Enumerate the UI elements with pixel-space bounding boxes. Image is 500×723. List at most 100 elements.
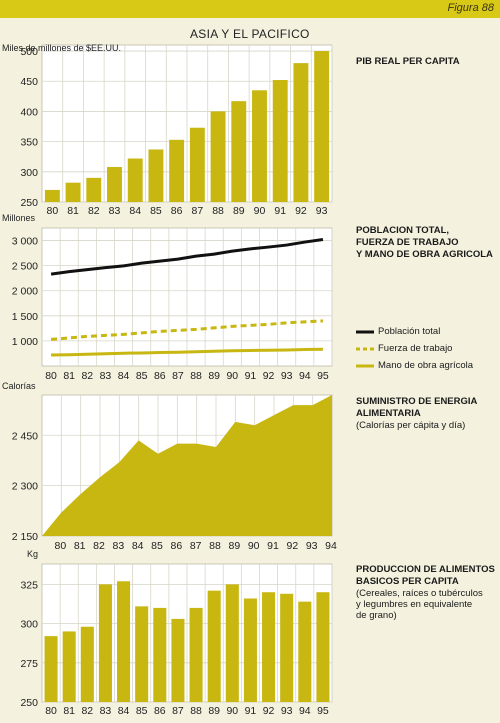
bar-gdp [127,158,143,202]
series-line-2 [51,347,323,357]
y-tick-label: 500 [20,46,38,58]
y-tick-label: 250 [20,197,38,209]
x-tick-label: 93 [281,705,293,717]
food-y-unit: Kg [27,549,39,559]
figure-label: Figura 88 [447,2,494,14]
bar-gdp [148,149,164,202]
x-tick-label: 80 [54,540,66,552]
x-tick-label: 83 [112,540,124,552]
legend-swatch-dashed-gold [356,347,374,351]
bar-gdp [107,166,122,202]
bar-gdp [169,139,185,202]
legend-swatch-solid-gold [356,364,374,368]
bar-food [262,592,276,702]
x-tick-label: 91 [274,205,286,217]
x-tick-label: 86 [154,705,166,717]
x-tick-label: 85 [136,370,148,382]
series-line-0 [50,238,324,276]
bar-gdp [293,63,309,202]
x-tick-label: 82 [81,370,93,382]
x-tick-label: 90 [226,370,238,382]
x-tick-label: 90 [254,205,266,217]
y-tick-label: 400 [20,106,38,118]
bar-gdp [189,127,205,202]
legend-label: Fuerza de trabajo [378,343,453,354]
x-tick-label: 93 [306,540,318,552]
x-tick-label: 82 [88,205,100,217]
x-tick-label: 84 [118,705,130,717]
bar-food [135,606,149,702]
y-tick-label: 2 500 [12,261,38,273]
bar-food [207,590,221,702]
header-bar: Figura 88 [0,0,500,18]
x-tick-label: 86 [171,205,183,217]
food-subtitle-line-3: de grano) [356,610,397,621]
legend-label: Mano de obra agrícola [378,360,474,371]
x-tick-label: 92 [295,205,307,217]
pop-title-line-1: POBLACION TOTAL, [356,225,450,236]
food-subtitle-line-1: (Cereales, raíces o tubérculos [356,588,483,599]
y-tick-label: 325 [20,579,38,591]
x-tick-label: 86 [170,540,182,552]
pop-y-unit: Millones [2,213,36,223]
pop-title-line-3: Y MANO DE OBRA AGRICOLA [356,249,493,260]
x-tick-label: 85 [151,540,163,552]
x-tick-label: 88 [212,205,224,217]
y-tick-label: 275 [20,658,38,670]
bar-food [225,584,239,702]
energy-area [42,395,332,536]
y-tick-label: 450 [20,76,38,88]
bar-food [316,592,330,702]
y-tick-label: 2 300 [12,481,38,493]
x-tick-label: 93 [316,205,328,217]
x-tick-label: 91 [245,370,257,382]
x-tick-label: 92 [263,370,275,382]
y-tick-label: 300 [20,167,38,179]
bar-gdp [210,111,226,202]
energy-subtitle: (Calorías per cápita y día) [356,420,466,431]
x-tick-label: 89 [233,205,245,217]
x-tick-label: 87 [192,205,204,217]
bar-gdp [86,177,102,202]
x-tick-label: 82 [93,540,105,552]
legend-label: Población total [378,326,441,337]
x-tick-label: 87 [190,540,202,552]
x-tick-label: 84 [118,370,130,382]
x-tick-label: 81 [67,205,79,217]
x-tick-label: 91 [245,705,257,717]
energy-title-line-1: SUMINISTRO DE ENERGIA [356,396,478,407]
food-title-line-2: BASICOS PER CAPITA [356,576,459,587]
y-tick-label: 3 000 [12,236,38,248]
x-tick-label: 83 [100,370,112,382]
page-title: ASIA Y EL PACIFICO [190,27,310,41]
x-tick-label: 86 [154,370,166,382]
x-tick-label: 87 [172,370,184,382]
x-tick-label: 81 [63,370,75,382]
x-tick-label: 89 [208,705,220,717]
y-tick-label: 1 000 [12,336,38,348]
food-subtitle-line-2: y legumbres en equivalente [356,599,473,610]
bar-gdp [44,189,60,202]
x-tick-label: 91 [267,540,279,552]
y-tick-label: 1 500 [12,311,38,323]
x-tick-label: 83 [109,205,121,217]
bar-food [98,584,112,702]
energy-title-line-2: ALIMENTARIA [356,408,421,419]
bar-food [62,631,76,702]
gdp-y-unit: Miles de millones de $EE.UU. [2,43,122,53]
bar-gdp [65,182,81,202]
energy-y-unit: Calorías [2,381,36,391]
x-tick-label: 88 [190,705,202,717]
y-tick-label: 2 000 [12,286,38,298]
x-tick-label: 82 [81,705,93,717]
bar-gdp [252,90,267,202]
bar-food [80,626,94,702]
bar-gdp [231,101,247,202]
x-tick-label: 85 [150,205,162,217]
y-tick-label: 2 450 [12,430,38,442]
x-tick-label: 93 [281,370,293,382]
x-tick-label: 89 [228,540,240,552]
x-tick-label: 95 [317,370,329,382]
pop-title-line-2: FUERZA DE TRABAJO [356,237,459,248]
